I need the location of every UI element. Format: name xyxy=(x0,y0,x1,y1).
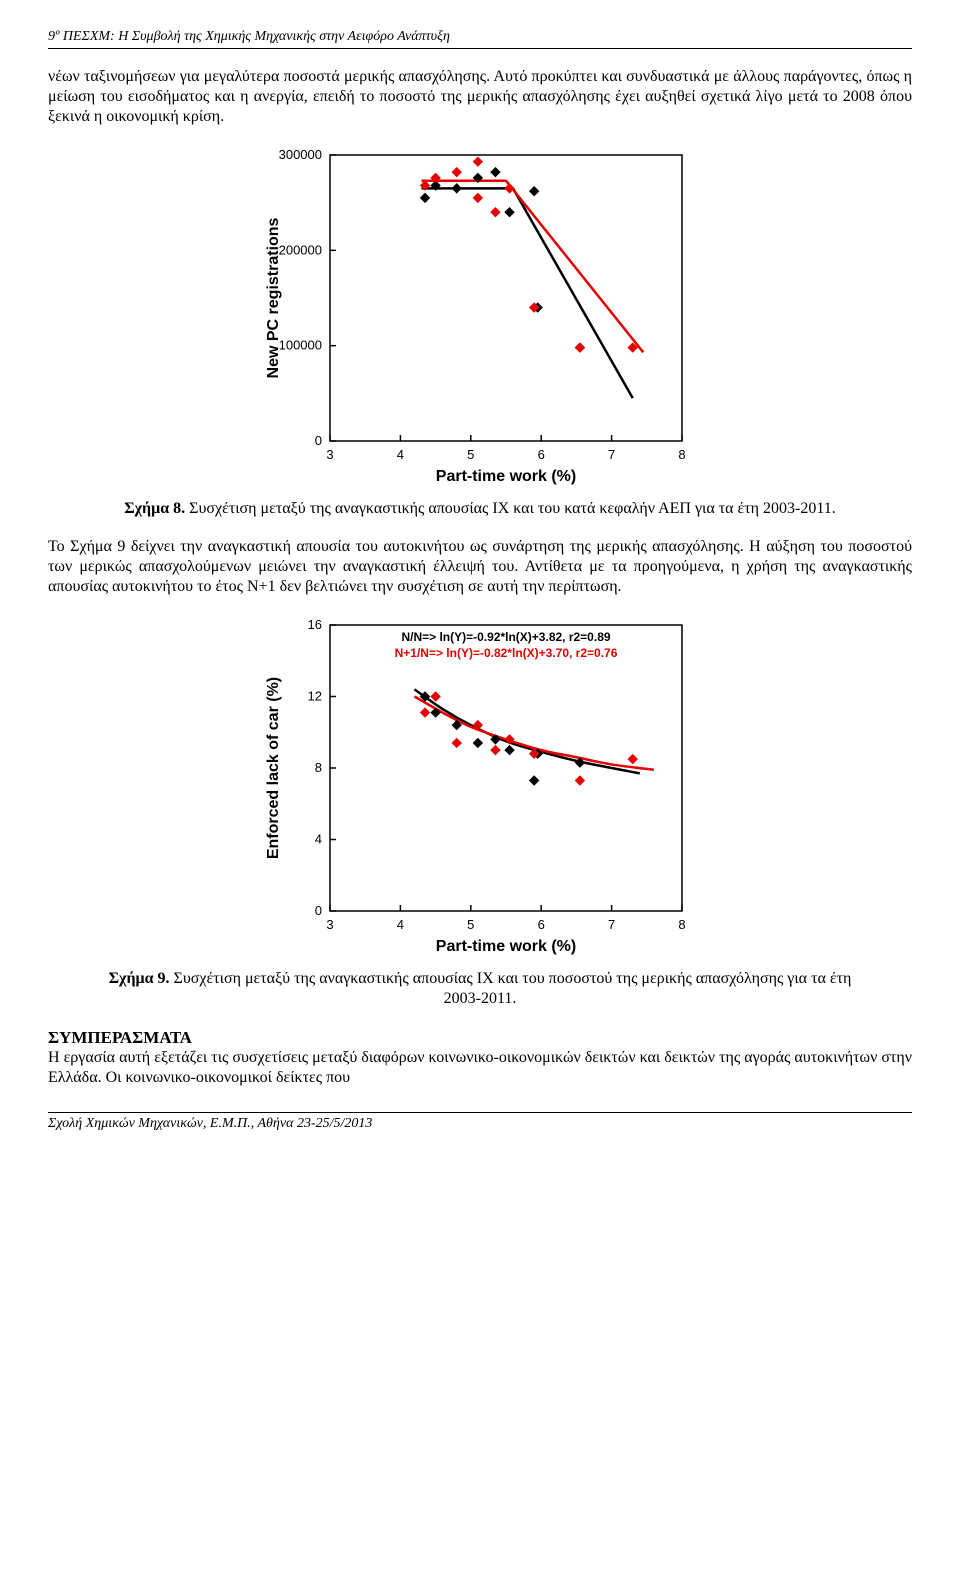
svg-text:4: 4 xyxy=(397,917,404,932)
svg-text:0: 0 xyxy=(315,433,322,448)
page-footer: Σχολή Χημικών Μηχανικών, Ε.Μ.Π., Αθήνα 2… xyxy=(48,1112,912,1133)
svg-text:200000: 200000 xyxy=(279,242,322,257)
figure-8-caption-label: Σχήμα 8. xyxy=(124,500,185,517)
figure-9-caption: Σχήμα 9. Συσχέτιση μεταξύ της αναγκαστικ… xyxy=(108,969,852,1009)
svg-text:12: 12 xyxy=(308,688,322,703)
svg-text:N/N=> ln(Y)=-0.92*ln(X)+3.82: N/N=> ln(Y)=-0.92*ln(X)+3.82, r2=0.89 xyxy=(401,630,610,644)
svg-text:8: 8 xyxy=(315,760,322,775)
svg-text:N+1/N=> ln(Y)=-0.82*ln(X)+3.70: N+1/N=> ln(Y)=-0.82*ln(X)+3.70, r2=0.76 xyxy=(395,646,618,660)
svg-text:Part-time work (%): Part-time work (%) xyxy=(436,938,576,955)
svg-text:5: 5 xyxy=(467,917,474,932)
svg-text:6: 6 xyxy=(538,917,545,932)
figure-9-caption-label: Σχήμα 9. xyxy=(109,970,170,987)
svg-text:0: 0 xyxy=(315,903,322,918)
svg-text:7: 7 xyxy=(608,917,615,932)
figure-8-caption-text: Συσχέτιση μεταξύ της αναγκαστικής απουσί… xyxy=(185,500,836,517)
figure-8-chart-container: 3 4 5 6 7 8 0 100000 200000 300000 Part-time work … xyxy=(48,141,912,491)
svg-text:300000: 300000 xyxy=(279,147,322,162)
section-title: ΣΥΜΠΕΡΑΣΜΑΤΑ xyxy=(48,1027,912,1048)
paragraph-3: Η εργασία αυτή εξετάζει τις συσχετίσεις … xyxy=(48,1048,912,1088)
page-header: 9º ΠΕΣΧΜ: Η Συμβολή της Χημικής Μηχανική… xyxy=(48,28,912,49)
svg-text:8: 8 xyxy=(678,447,685,462)
svg-text:3: 3 xyxy=(326,917,333,932)
svg-text:6: 6 xyxy=(538,447,545,462)
svg-text:100000: 100000 xyxy=(279,337,322,352)
svg-text:8: 8 xyxy=(678,917,685,932)
figure-9-chart: 3 4 5 6 7 8 0 4 8 12 16 Part-time work (%) Enforced … xyxy=(260,611,700,961)
figure-8-chart: 3 4 5 6 7 8 0 100000 200000 300000 Part-time work … xyxy=(260,141,700,491)
svg-text:Part-time work (%): Part-time work (%) xyxy=(436,468,576,485)
svg-text:4: 4 xyxy=(397,447,404,462)
paragraph-1: νέων ταξινομήσεων για μεγαλύτερα ποσοστά… xyxy=(48,67,912,127)
svg-text:16: 16 xyxy=(308,617,322,632)
svg-text:7: 7 xyxy=(608,447,615,462)
svg-text:Enforced lack of car (%): Enforced lack of car (%) xyxy=(265,676,282,858)
figure-8-caption: Σχήμα 8. Συσχέτιση μεταξύ της αναγκαστικ… xyxy=(108,499,852,519)
svg-text:3: 3 xyxy=(326,447,333,462)
figure-9-caption-text: Συσχέτιση μεταξύ της αναγκαστικής απουσί… xyxy=(170,970,852,1007)
svg-text:5: 5 xyxy=(467,447,474,462)
paragraph-2: Το Σχήμα 9 δείχνει την αναγκαστική απουσ… xyxy=(48,537,912,597)
svg-text:New PC registrations: New PC registrations xyxy=(265,217,282,378)
figure-9-chart-container: 3 4 5 6 7 8 0 4 8 12 16 Part-time work (%) Enforced … xyxy=(48,611,912,961)
svg-text:4: 4 xyxy=(315,831,322,846)
